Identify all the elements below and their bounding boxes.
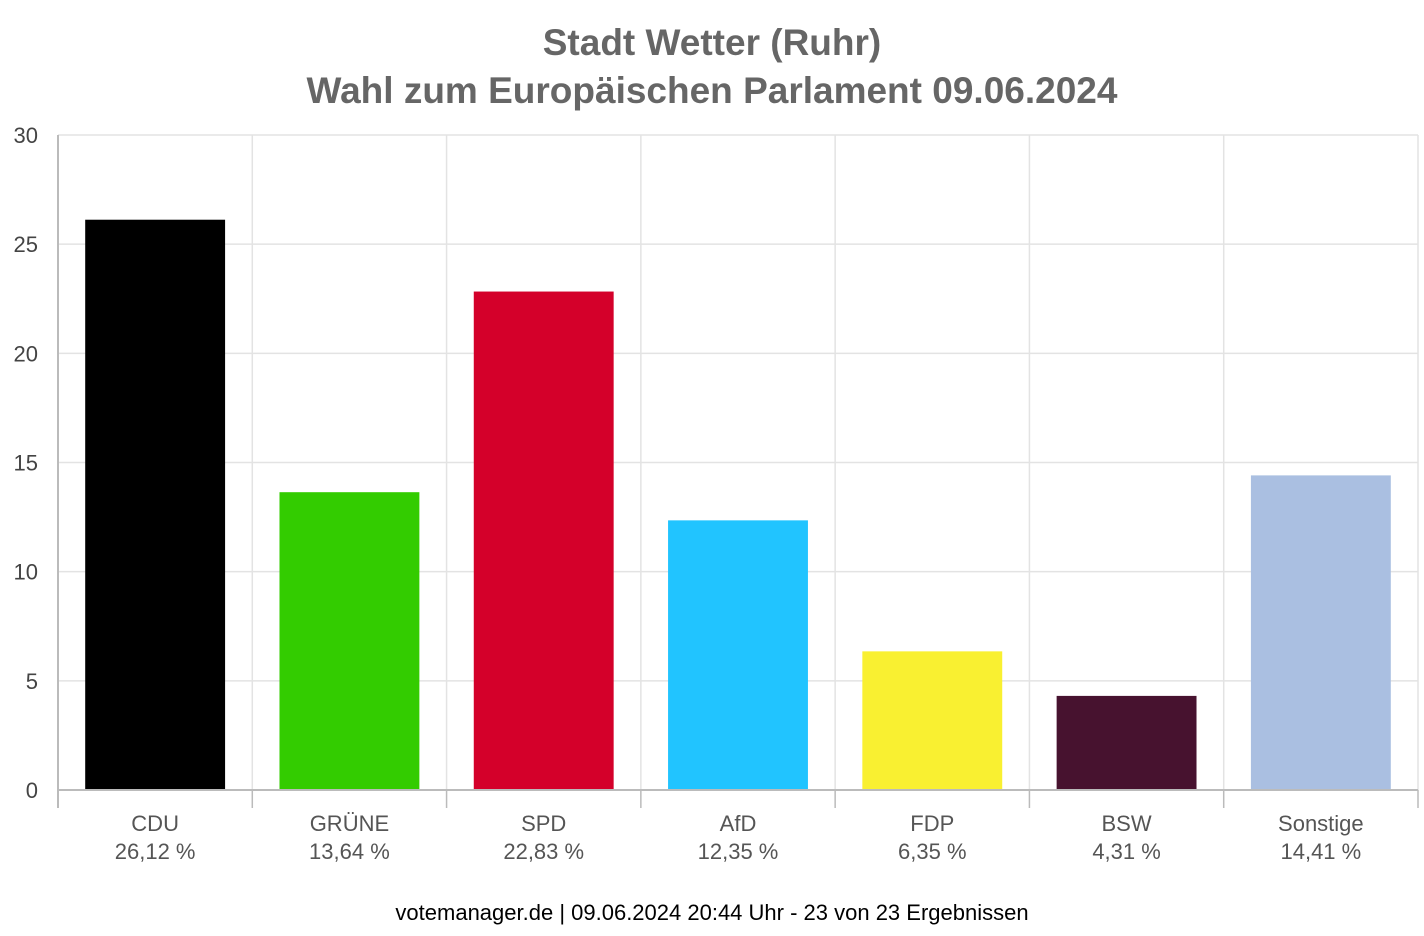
chart-subtitle: Wahl zum Europäischen Parlament 09.06.20…	[306, 70, 1118, 111]
y-tick-label: 10	[14, 560, 38, 585]
footer-source: votemanager.de | 09.06.2024 20:44 Uhr - …	[395, 900, 1029, 925]
x-value-label: 22,83 %	[503, 839, 584, 864]
x-value-label: 12,35 %	[698, 839, 779, 864]
x-category-label: Sonstige	[1278, 811, 1364, 836]
y-tick-label: 0	[26, 778, 38, 803]
x-category-label: SPD	[521, 811, 566, 836]
x-value-label: 14,41 %	[1280, 839, 1361, 864]
x-value-label: 13,64 %	[309, 839, 390, 864]
y-tick-label: 25	[14, 232, 38, 257]
x-category-label: CDU	[131, 811, 179, 836]
x-category-label: BSW	[1102, 811, 1152, 836]
y-tick-label: 20	[14, 341, 38, 366]
x-category-label: GRÜNE	[310, 811, 389, 836]
bar-afd	[668, 520, 808, 790]
bar-bsw	[1056, 695, 1197, 790]
x-category-label: AfD	[720, 811, 757, 836]
bar-sonstige	[1250, 475, 1391, 790]
x-value-label: 6,35 %	[898, 839, 967, 864]
chart-title: Stadt Wetter (Ruhr)	[542, 22, 882, 63]
x-value-label: 26,12 %	[115, 839, 196, 864]
bar-grüne	[279, 492, 420, 790]
x-category-label: FDP	[910, 811, 954, 836]
y-tick-label: 5	[26, 669, 38, 694]
y-tick-label: 15	[14, 451, 38, 476]
y-tick-label: 30	[14, 123, 38, 148]
bar-fdp	[862, 651, 1003, 790]
x-value-label: 4,31 %	[1092, 839, 1161, 864]
bar-spd	[473, 291, 614, 790]
bar-cdu	[85, 219, 226, 791]
